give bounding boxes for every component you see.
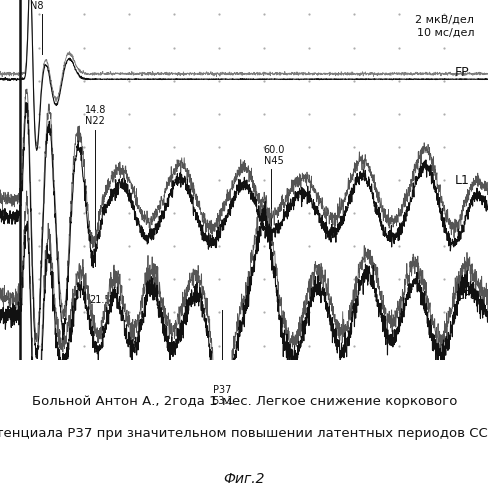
Text: 60.0
N45: 60.0 N45 [263, 145, 284, 166]
Text: CPz: CPz [454, 288, 477, 302]
Text: FP: FP [454, 66, 468, 78]
Text: 2 мкВ/дел
10 мс/дел: 2 мкВ/дел 10 мс/дел [415, 14, 473, 38]
Text: L1: L1 [454, 174, 468, 186]
Text: 14.8
N22: 14.8 N22 [84, 105, 106, 126]
Text: P37
53.1: P37 53.1 [211, 385, 233, 406]
Text: потенциала Р37 при значительном повышении латентных периодов ССВП.: потенциала Р37 при значительном повышени… [0, 427, 488, 440]
Text: 6.3
N8: 6.3 N8 [29, 0, 44, 11]
Text: Фиг.2: Фиг.2 [224, 472, 264, 486]
Text: Больной Антон А., 2года 1 мес. Легкое снижение коркового: Больной Антон А., 2года 1 мес. Легкое сн… [32, 395, 456, 408]
Text: 21.5: 21.5 [89, 295, 111, 305]
